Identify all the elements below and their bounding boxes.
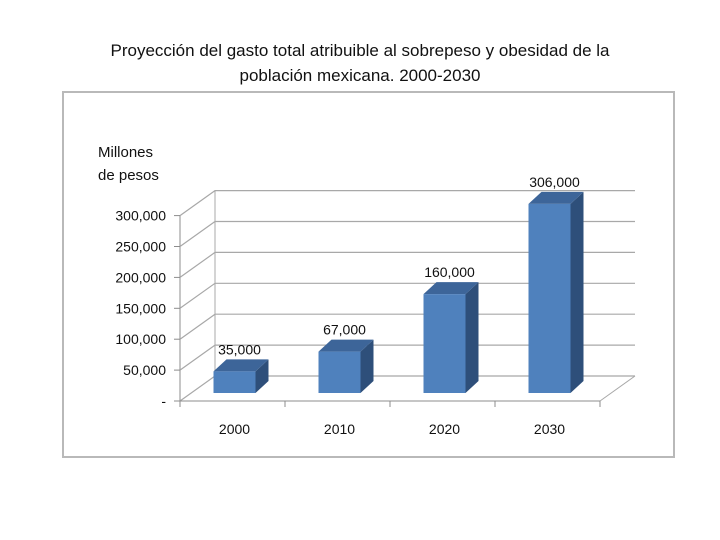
gridline xyxy=(179,251,635,278)
x-tick-label-2000: 2000 xyxy=(219,421,250,437)
y-tick-label: 250,000 xyxy=(115,239,166,255)
gridline xyxy=(179,220,635,247)
y-tick-label: - xyxy=(161,393,166,409)
labels-layer: - 50,000 100,000 150,000 200,000 250,000 300,0… xyxy=(115,174,580,437)
data-label-2020: 160,000 xyxy=(424,264,475,280)
gridline xyxy=(179,190,635,217)
bar-front xyxy=(213,371,256,393)
bar-front xyxy=(423,294,466,393)
chart-title: Proyección del gasto total atribuible al… xyxy=(40,38,680,88)
bar-side xyxy=(360,339,374,393)
x-tick-label-2010: 2010 xyxy=(324,421,355,437)
y-tick-label: 100,000 xyxy=(115,331,166,347)
bar-front xyxy=(318,351,361,393)
bar-top xyxy=(213,359,269,372)
bar-top xyxy=(318,339,374,352)
floor-right-edge xyxy=(599,375,636,402)
bar-top xyxy=(423,282,479,295)
data-label-2010: 67,000 xyxy=(323,322,366,338)
gridline xyxy=(179,344,635,371)
y-axis-label-line1: Millones xyxy=(98,144,153,161)
bar-side xyxy=(570,191,584,393)
y-tick-label: 150,000 xyxy=(115,300,166,316)
bars-layer xyxy=(213,191,584,393)
data-label-2000: 35,000 xyxy=(218,341,261,357)
bar-front xyxy=(528,203,571,393)
y-tick-label: 300,000 xyxy=(115,208,166,224)
chart-title-line1: Proyección del gasto total atribuible al… xyxy=(110,41,610,60)
bar-side xyxy=(255,359,269,393)
bar-2010 xyxy=(318,339,374,393)
y-tick-label: 200,000 xyxy=(115,269,166,285)
gridline xyxy=(179,282,635,309)
bar-2020 xyxy=(423,282,479,393)
gridline xyxy=(179,313,635,340)
x-tick-label-2020: 2020 xyxy=(429,421,460,437)
data-label-2030: 306,000 xyxy=(529,174,580,190)
bar-2030 xyxy=(528,191,584,393)
x-tick-label-2030: 2030 xyxy=(534,421,565,437)
bar-side xyxy=(465,282,479,393)
y-axis-label-line2: de pesos xyxy=(98,167,159,184)
bar-top xyxy=(528,191,584,204)
chart-title-line2: población mexicana. 2000-2030 xyxy=(239,66,481,85)
y-tick-label: 50,000 xyxy=(123,362,166,378)
bar-2000 xyxy=(213,359,269,393)
